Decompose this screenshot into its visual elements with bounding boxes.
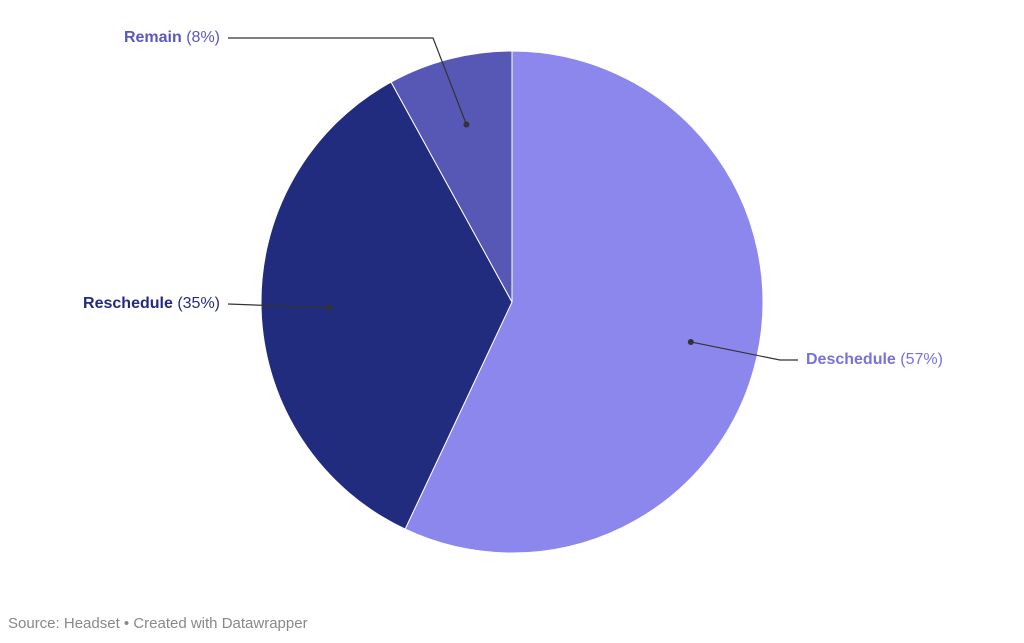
slice-name: Remain xyxy=(124,29,182,46)
leader-dot xyxy=(687,338,694,345)
slice-value-label: (35%) xyxy=(177,295,220,312)
leader-line xyxy=(690,341,798,361)
slice-value-label: (8%) xyxy=(186,29,220,46)
slice-name: Deschedule xyxy=(806,351,896,368)
slice-label: Reschedule (35%) xyxy=(83,295,220,312)
leader-dot xyxy=(325,304,332,311)
leader-line xyxy=(228,37,467,125)
pie-slice xyxy=(260,81,513,530)
slice-label: Remain (8%) xyxy=(124,29,220,46)
pie-slice xyxy=(404,50,764,554)
source-note: Source: Headset • Created with Datawrapp… xyxy=(8,615,308,632)
slice-value-label: (57%) xyxy=(900,351,943,368)
pie-slice xyxy=(390,50,513,303)
slice-name: Reschedule xyxy=(83,295,173,312)
leader-line xyxy=(227,303,329,309)
slice-label: Deschedule (57%) xyxy=(806,351,943,368)
leader-dot xyxy=(463,121,470,128)
